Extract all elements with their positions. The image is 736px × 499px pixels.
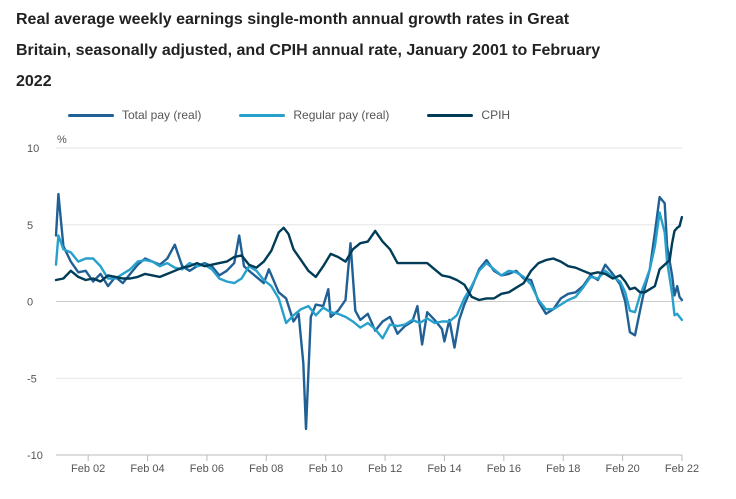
x-tick-label: Feb 22 xyxy=(665,463,699,475)
x-tick-label: Feb 04 xyxy=(130,463,164,475)
y-tick-label: -10 xyxy=(27,450,43,462)
x-tick-label: Feb 10 xyxy=(309,463,343,475)
legend-item-cpih[interactable]: CPIH xyxy=(427,108,510,122)
legend-label-cpih: CPIH xyxy=(481,108,511,122)
x-tick-label: Feb 08 xyxy=(249,463,283,475)
x-tick-label: Feb 14 xyxy=(427,463,461,475)
legend-label-total-pay: Total pay (real) xyxy=(122,108,202,122)
x-tick-label: Feb 12 xyxy=(368,463,402,475)
series-line-total-pay xyxy=(54,192,684,431)
x-tick-label: Feb 16 xyxy=(487,463,521,475)
y-axis-label: % xyxy=(57,134,67,146)
legend-swatch-total-pay xyxy=(68,113,114,117)
legend-item-total-pay[interactable]: Total pay (real) xyxy=(68,108,201,122)
y-tick-label: -5 xyxy=(27,373,37,385)
axes: 10 5 0 -5 -10% Feb 02 Feb 04 Feb 06 Feb 08 Feb 10… xyxy=(27,134,699,475)
x-tick-label: Feb 06 xyxy=(190,463,224,475)
x-tick-label: Feb 18 xyxy=(546,463,580,475)
y-tick-label: 0 xyxy=(27,297,33,309)
series-line-regular-pay xyxy=(54,211,684,340)
y-tick-label: 10 xyxy=(27,143,39,155)
legend-item-regular-pay[interactable]: Regular pay (real) xyxy=(239,108,389,122)
chart-title: Real average weekly earnings single-mont… xyxy=(16,11,601,90)
x-tick-label: Feb 20 xyxy=(605,463,639,475)
legend-swatch-regular-pay xyxy=(239,113,286,117)
series-lines xyxy=(54,192,684,431)
x-tick-label: Feb 02 xyxy=(71,463,105,475)
legend: Total pay (real) Regular pay (real) CPIH xyxy=(68,106,548,124)
series-line-cpih xyxy=(54,215,684,302)
legend-label-regular-pay: Regular pay (real) xyxy=(293,108,390,122)
legend-swatch-cpih xyxy=(427,113,474,117)
gridlines xyxy=(56,147,682,456)
y-tick-label: 5 xyxy=(27,220,33,232)
